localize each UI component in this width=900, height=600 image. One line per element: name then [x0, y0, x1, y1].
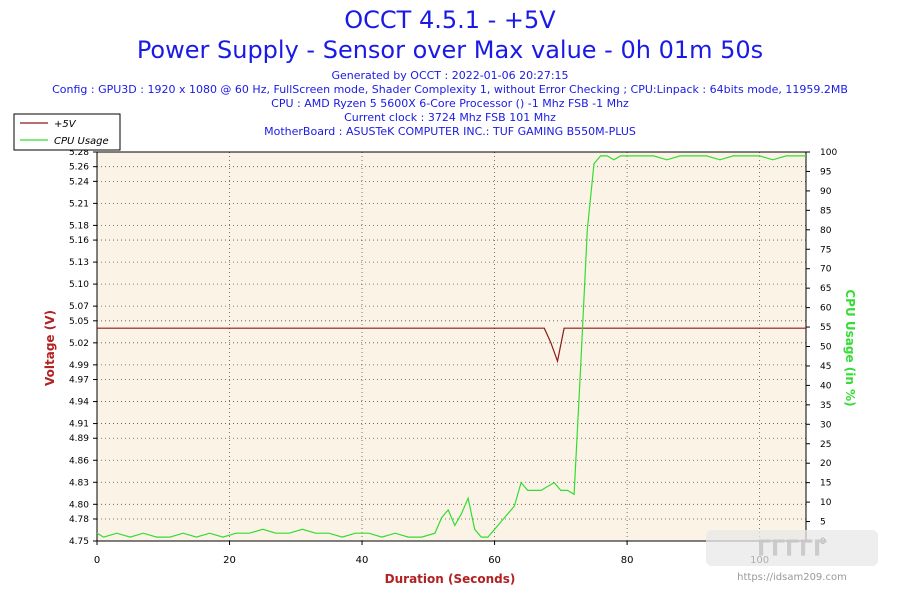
clock-line: Current clock : 3724 Mhz FSB 101 Mhz — [344, 111, 556, 124]
y2-tick-label: 70 — [820, 265, 832, 275]
y-tick-label: 5.05 — [69, 317, 89, 327]
y2-tick-label: 50 — [820, 343, 832, 353]
series-line-cpu-usage — [96, 155, 806, 538]
y-tick-label: 4.75 — [69, 537, 89, 547]
chart-subtitle: Power Supply - Sensor over Max value - 0… — [136, 36, 764, 64]
y-tick-label: 5.02 — [69, 339, 89, 349]
plot-area — [97, 152, 806, 541]
y2-tick-label: 65 — [820, 284, 831, 294]
svg-text:ΓΓΓΓΓ: ΓΓΓΓΓ — [757, 537, 827, 562]
watermark-logo: ΓΓΓΓΓ https://idsam209.com — [706, 530, 878, 583]
y2-tick-label: 55 — [820, 323, 831, 333]
y-tick-label: 4.83 — [69, 478, 89, 488]
motherboard-line: MotherBoard : ASUSTeK COMPUTER INC.: TUF… — [264, 125, 636, 138]
y2-tick-label: 60 — [820, 304, 832, 314]
plot-border — [96, 151, 807, 542]
y2-tick-label: 25 — [820, 440, 831, 450]
x-tick-label: 80 — [621, 555, 634, 566]
y-tick-label: 4.80 — [69, 500, 89, 510]
y2-axis-title: CPU Usage (in %) — [843, 289, 857, 406]
y2-tick-label: 75 — [820, 245, 831, 255]
y-tick-label: 4.86 — [69, 456, 89, 466]
y-tick-label: 5.28 — [69, 148, 89, 158]
y-tick-label: 5.21 — [69, 199, 89, 209]
legend-box — [13, 113, 121, 151]
y2-tick-label: 100 — [820, 148, 837, 158]
y-tick-label: 4.78 — [69, 515, 89, 525]
legend-label: +5V — [54, 119, 77, 130]
y2-tick-label: 90 — [820, 187, 832, 197]
x-tick-label: 60 — [488, 555, 501, 566]
y-tick-label: 5.26 — [69, 163, 89, 173]
y-tick-label: 5.24 — [69, 177, 89, 187]
cpu-line: CPU : AMD Ryzen 5 5600X 6-Core Processor… — [271, 97, 629, 110]
config-line: Config : GPU3D : 1920 x 1080 @ 60 Hz, Fu… — [52, 83, 848, 96]
y-tick-label: 5.18 — [69, 221, 89, 231]
y-tick-label: 4.94 — [69, 398, 89, 408]
y-tick-label: 5.13 — [69, 258, 89, 268]
watermark-url: https://idsam209.com — [737, 572, 847, 583]
legend-label: CPU Usage — [54, 136, 109, 147]
generated-line: Generated by OCCT : 2022-01-06 20:27:15 — [331, 69, 569, 82]
x-axis-title: Duration (Seconds) — [385, 572, 516, 586]
x-tick-label: 0 — [94, 555, 100, 566]
y-tick-label: 4.97 — [69, 376, 89, 386]
y-tick-label: 5.16 — [69, 236, 89, 246]
y-tick-label: 5.10 — [69, 280, 89, 290]
x-tick-label: 40 — [356, 555, 369, 566]
y2-tick-label: 40 — [820, 381, 832, 391]
y-tick-label: 4.89 — [69, 434, 89, 444]
y2-tick-label: 95 — [820, 167, 831, 177]
x-tick-label: 20 — [223, 555, 236, 566]
y2-tick-label: 45 — [820, 362, 831, 372]
y2-tick-label: 15 — [820, 479, 831, 489]
y-tick-label: 4.99 — [69, 361, 89, 371]
y-tick-label: 4.91 — [69, 420, 89, 430]
y2-tick-label: 20 — [820, 459, 832, 469]
series-line-voltage — [97, 327, 806, 364]
y2-tick-label: 5 — [820, 518, 826, 528]
y2-tick-label: 35 — [820, 401, 831, 411]
y-axis-title: Voltage (V) — [43, 310, 57, 386]
y2-tick-label: 30 — [820, 420, 832, 430]
y2-tick-label: 10 — [820, 498, 832, 508]
chart-title: OCCT 4.5.1 - +5V — [344, 6, 556, 34]
y2-tick-label: 85 — [820, 206, 831, 216]
y-tick-label: 5.07 — [69, 302, 89, 312]
y2-tick-label: 80 — [820, 226, 832, 236]
